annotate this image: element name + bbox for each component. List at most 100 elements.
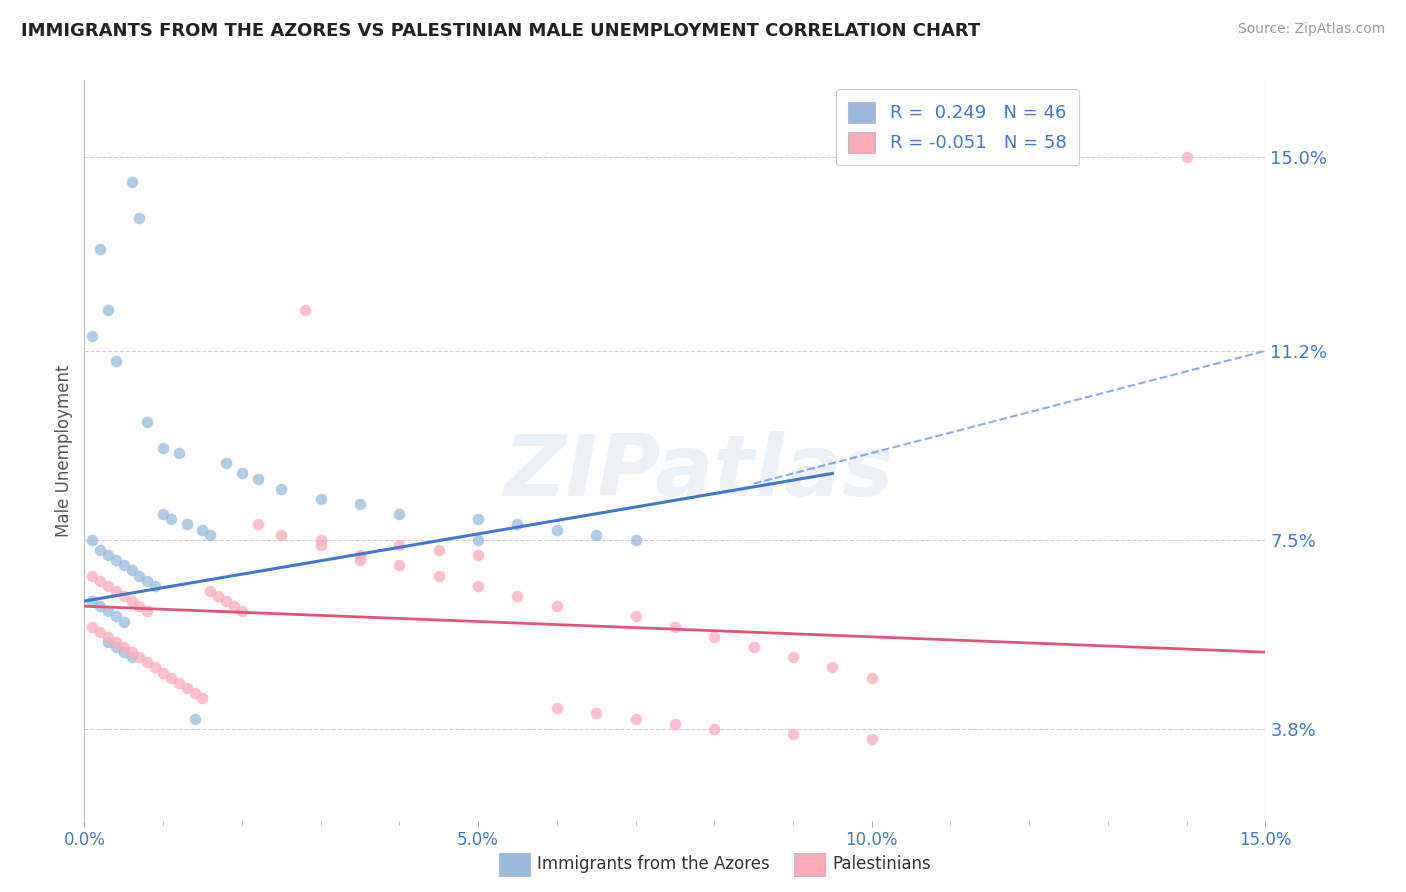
Point [222, 599, 245, 614]
Point [97, 635, 120, 649]
Y-axis label: Male Unemployment: Male Unemployment [55, 364, 73, 537]
Point [112, 645, 135, 659]
Point [89, 599, 111, 614]
Point [427, 543, 450, 558]
Point [782, 727, 804, 741]
Text: ZIPatlas: ZIPatlas [503, 431, 894, 514]
Point [467, 548, 489, 562]
Point [89, 543, 111, 558]
Point [121, 650, 143, 665]
Point [821, 660, 844, 674]
Point [160, 671, 183, 685]
Point [215, 456, 238, 470]
Point [624, 533, 647, 547]
Point [467, 512, 489, 526]
Point [585, 706, 607, 721]
Point [624, 712, 647, 726]
Point [167, 675, 190, 690]
Point [121, 594, 143, 608]
Point [1175, 150, 1198, 164]
Point [121, 564, 143, 578]
Point [97, 604, 120, 618]
Point [89, 242, 111, 256]
Point [152, 441, 174, 455]
Point [183, 686, 205, 700]
Point [152, 508, 174, 522]
Legend: R =  0.249   N = 46, R = -0.051   N = 58: R = 0.249 N = 46, R = -0.051 N = 58 [835, 89, 1080, 165]
Point [82, 619, 104, 633]
Point [104, 609, 127, 624]
Point [624, 609, 647, 624]
Point [349, 548, 371, 562]
Point [309, 538, 332, 552]
Point [112, 615, 135, 629]
Point [104, 640, 127, 654]
Point [112, 558, 135, 573]
Point [309, 533, 332, 547]
Text: Palestinians: Palestinians [832, 855, 931, 873]
Point [89, 624, 111, 639]
Point [82, 328, 104, 343]
Point [136, 656, 159, 670]
Point [860, 671, 883, 685]
Text: Immigrants from the Azores: Immigrants from the Azores [537, 855, 770, 873]
Point [246, 471, 269, 485]
Point [309, 491, 332, 506]
Point [388, 558, 411, 573]
Point [104, 553, 127, 567]
Point [703, 722, 725, 736]
Point [207, 589, 229, 603]
Point [104, 635, 127, 649]
Point [270, 482, 292, 496]
Point [121, 645, 143, 659]
Point [152, 665, 174, 680]
Point [546, 701, 568, 715]
Point [231, 467, 253, 481]
Point [143, 579, 166, 593]
Point [231, 604, 253, 618]
Point [121, 175, 143, 189]
Point [388, 538, 411, 552]
Point [97, 579, 120, 593]
Point [191, 523, 214, 537]
Point [97, 548, 120, 562]
Point [200, 583, 222, 598]
Point [167, 446, 190, 460]
Point [128, 211, 150, 226]
Point [160, 512, 183, 526]
Point [664, 619, 686, 633]
Point [104, 583, 127, 598]
Point [128, 599, 150, 614]
Point [742, 640, 765, 654]
Point [104, 354, 127, 368]
Point [294, 303, 316, 318]
Point [136, 604, 159, 618]
Point [349, 553, 371, 567]
Point [270, 527, 292, 541]
Point [246, 517, 269, 532]
Point [703, 630, 725, 644]
Point [143, 660, 166, 674]
Point [136, 574, 159, 588]
Point [664, 716, 686, 731]
Point [860, 731, 883, 746]
Point [585, 527, 607, 541]
Point [136, 416, 159, 430]
Point [89, 574, 111, 588]
Point [112, 640, 135, 654]
Point [546, 523, 568, 537]
Point [349, 497, 371, 511]
Point [183, 712, 205, 726]
Point [546, 599, 568, 614]
Point [112, 589, 135, 603]
Point [388, 508, 411, 522]
Text: IMMIGRANTS FROM THE AZORES VS PALESTINIAN MALE UNEMPLOYMENT CORRELATION CHART: IMMIGRANTS FROM THE AZORES VS PALESTINIA… [21, 22, 980, 40]
Point [506, 517, 529, 532]
Point [176, 517, 198, 532]
Point [82, 533, 104, 547]
Point [97, 303, 120, 318]
Point [176, 681, 198, 695]
Point [782, 650, 804, 665]
Point [467, 579, 489, 593]
Point [97, 630, 120, 644]
